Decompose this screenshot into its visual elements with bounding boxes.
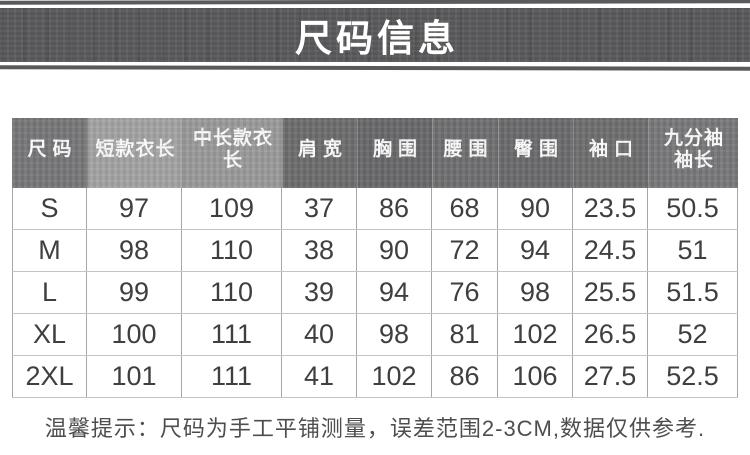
table-cell: 39	[282, 272, 357, 313]
table-cell: 86	[432, 356, 498, 397]
cell-size: M	[12, 230, 87, 271]
cell-size: 2XL	[12, 356, 87, 397]
cell-size: L	[12, 272, 87, 313]
header-cell-hip: 臀围	[498, 118, 573, 188]
table-row: L 99 110 39 94 76 98 25.5 51.5	[12, 272, 738, 314]
size-table-header-row: 尺码 短款衣长 中长款衣长 肩宽 胸围 腰围 臀围 袖口 九分袖 袖长	[12, 118, 738, 188]
table-row: XL 100 111 40 98 81 102 26.5 52	[12, 314, 738, 356]
table-cell: 68	[432, 188, 498, 229]
header-cell-midlong-coat-length: 中长款衣长	[182, 118, 282, 188]
header-cell-bust: 胸围	[357, 118, 432, 188]
table-cell: 90	[498, 188, 573, 229]
table-row: S 97 109 37 86 68 90 23.5 50.5	[12, 188, 738, 230]
table-cell: 98	[87, 230, 182, 271]
header-cell-waist: 腰围	[432, 118, 498, 188]
table-cell: 38	[282, 230, 357, 271]
table-cell: 90	[357, 230, 432, 271]
size-info-banner: 尺码信息	[0, 0, 750, 71]
header-cell-sleeve-length: 九分袖 袖长	[648, 118, 738, 188]
table-cell: 24.5	[573, 230, 648, 271]
table-cell: 37	[282, 188, 357, 229]
table-cell: 111	[182, 314, 282, 355]
table-cell: 81	[432, 314, 498, 355]
table-row: 2XL 101 111 41 102 86 106 27.5 52.5	[12, 356, 738, 398]
table-cell: 94	[498, 230, 573, 271]
table-cell: 72	[432, 230, 498, 271]
table-cell: 25.5	[573, 272, 648, 313]
table-cell: 97	[87, 188, 182, 229]
table-cell: 40	[282, 314, 357, 355]
table-cell: 52.5	[648, 356, 738, 397]
cell-size: XL	[12, 314, 87, 355]
table-cell: 101	[87, 356, 182, 397]
table-cell: 94	[357, 272, 432, 313]
banner-bottom-rule	[0, 65, 750, 71]
table-cell: 50.5	[648, 188, 738, 229]
table-cell: 51.5	[648, 272, 738, 313]
table-cell: 110	[182, 272, 282, 313]
table-cell: 100	[87, 314, 182, 355]
table-cell: 98	[357, 314, 432, 355]
table-cell: 109	[182, 188, 282, 229]
measurement-disclaimer: 温馨提示：尺码为手工平铺测量，误差范围2-3CM,数据仅供参考.	[44, 416, 706, 441]
table-cell: 86	[357, 188, 432, 229]
page-title: 尺码信息	[295, 18, 459, 59]
table-cell: 102	[357, 356, 432, 397]
table-cell: 110	[182, 230, 282, 271]
table-cell: 106	[498, 356, 573, 397]
table-cell: 27.5	[573, 356, 648, 397]
header-cell-shoulder-width: 肩宽	[282, 118, 357, 188]
header-cell-short-coat-length: 短款衣长	[87, 118, 182, 188]
table-cell: 102	[498, 314, 573, 355]
table-row: M 98 110 38 90 72 94 24.5 51	[12, 230, 738, 272]
table-cell: 41	[282, 356, 357, 397]
table-cell: 51	[648, 230, 738, 271]
cell-size: S	[12, 188, 87, 229]
table-cell: 52	[648, 314, 738, 355]
table-cell: 98	[498, 272, 573, 313]
table-cell: 76	[432, 272, 498, 313]
table-cell: 23.5	[573, 188, 648, 229]
header-cell-cuff: 袖口	[573, 118, 648, 188]
banner-top-rule	[0, 0, 750, 5]
table-cell: 26.5	[573, 314, 648, 355]
banner-background: 尺码信息	[0, 8, 750, 62]
size-table: 尺码 短款衣长 中长款衣长 肩宽 胸围 腰围 臀围 袖口 九分袖 袖长 S 97…	[12, 118, 738, 398]
table-cell: 99	[87, 272, 182, 313]
header-cell-size: 尺码	[12, 118, 87, 188]
table-cell: 111	[182, 356, 282, 397]
